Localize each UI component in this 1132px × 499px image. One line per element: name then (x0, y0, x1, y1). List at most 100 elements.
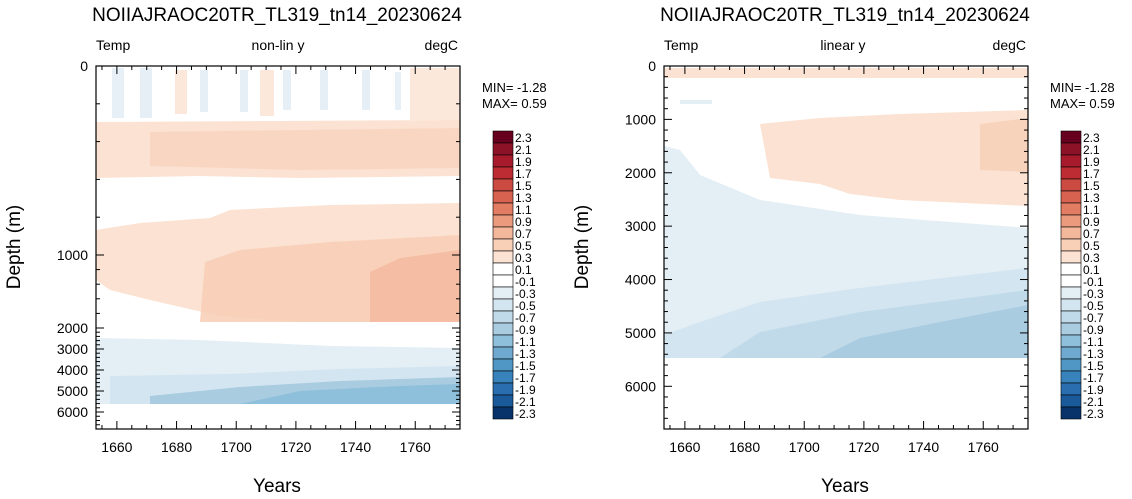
colorbar-label: -0.5 (515, 299, 536, 313)
colorbar-label: -1.7 (515, 371, 536, 385)
colorbar-swatch (492, 166, 514, 180)
colorbar-label: -1.1 (515, 335, 536, 349)
right-subtitle-units: degC (993, 37, 1026, 53)
colorbar-label: -1.1 (1083, 335, 1104, 349)
colorbar-label: -1.7 (1083, 371, 1104, 385)
y-tick-label: 1000 (57, 247, 88, 263)
colorbar-swatch (492, 190, 514, 204)
y-tick-label: 6000 (625, 378, 656, 394)
y-tick-label: 4000 (57, 362, 88, 378)
left-surface-stripes (112, 68, 401, 118)
right-y-axis: 0 1000 2000 3000 4000 5000 6000 (625, 58, 1028, 419)
colorbar-swatch (1060, 394, 1082, 408)
left-y-axis: 0 1000 2000 3000 4000 5000 6000 (57, 58, 460, 426)
colorbar-label: 0.3 (1083, 251, 1100, 265)
left-plot-frame (95, 65, 461, 430)
colorbar-swatch (492, 178, 514, 192)
right-ylabel: Depth (m) (572, 205, 593, 289)
left-warm-mid-core (370, 250, 460, 322)
colorbar-swatch (1060, 226, 1082, 240)
colorbar-label: -1.5 (1083, 359, 1104, 373)
colorbar-swatch (1060, 334, 1082, 348)
colorbar-label: -1.3 (1083, 347, 1104, 361)
right-xlabel: Years (821, 476, 869, 497)
colorbar-label: 1.9 (515, 155, 532, 169)
y-tick-label: 1000 (625, 111, 656, 127)
colorbar-swatch (492, 154, 514, 168)
colorbar-swatch (492, 226, 514, 240)
left-surface-warm-stripes (175, 68, 460, 120)
colorbar-swatch (1060, 382, 1082, 396)
left-warm-band-inner (150, 128, 460, 170)
colorbar-label: -0.1 (515, 275, 536, 289)
colorbar-swatch (1060, 202, 1082, 216)
right-title: NOIIAJRAOC20TR_TL319_tn14_20230624 (660, 5, 1030, 26)
colorbar-label: -0.3 (515, 287, 536, 301)
left-contour-field (96, 66, 460, 429)
colorbar-label: 0.1 (515, 263, 532, 277)
colorbar-swatch (492, 250, 514, 264)
colorbar-label: -1.5 (515, 359, 536, 373)
left-subtitle-scale: non-lin y (252, 37, 305, 53)
right-warm-surface (664, 68, 1028, 78)
colorbar-label: -1.9 (1083, 383, 1104, 397)
colorbar-swatch (492, 262, 514, 276)
left-panel: NOIIAJRAOC20TR_TL319_tn14_20230624 Temp … (4, 5, 547, 497)
right-warm-mid-inner (980, 118, 1028, 172)
colorbar-swatch (1060, 274, 1082, 288)
left-subtitle-units: degC (425, 37, 458, 53)
colorbar-label: 1.5 (515, 179, 532, 193)
right-x-axis: 1660 1680 1700 1720 1740 1760 (669, 66, 1029, 455)
left-subtitle-var: Temp (96, 37, 130, 53)
y-tick-label: 5000 (625, 325, 656, 341)
colorbar-swatch (492, 130, 514, 144)
colorbar-swatch (1060, 214, 1082, 228)
colorbar-swatch (492, 214, 514, 228)
colorbar-swatch (492, 370, 514, 384)
colorbar-label: 0.7 (1083, 227, 1100, 241)
colorbar-label: 2.3 (515, 131, 532, 145)
x-tick-label: 1760 (400, 439, 431, 455)
colorbar-label: -1.3 (515, 347, 536, 361)
colorbar-swatch (492, 346, 514, 360)
colorbar-label: 1.1 (1083, 203, 1100, 217)
colorbar-swatch (1060, 406, 1082, 420)
left-min-label: MIN= -1.28 (482, 80, 547, 95)
x-tick-label: 1760 (968, 439, 999, 455)
right-subtitle-scale: linear y (820, 37, 865, 53)
right-warm-mid (760, 110, 1028, 206)
colorbar-label: 0.3 (515, 251, 532, 265)
colorbar-swatch (492, 310, 514, 324)
colorbar-label: -0.9 (515, 323, 536, 337)
colorbar-label: 2.3 (1083, 131, 1100, 145)
colorbar-swatch (492, 406, 514, 420)
colorbar-swatch (492, 286, 514, 300)
colorbar-swatch (492, 202, 514, 216)
colorbar-label: 1.1 (515, 203, 532, 217)
y-tick-label: 2000 (57, 320, 88, 336)
y-tick-label: 0 (648, 58, 656, 74)
colorbar-swatch (492, 238, 514, 252)
right-cold-spot (680, 100, 712, 104)
colorbar-label: -1.9 (515, 383, 536, 397)
colorbar-label: 2.1 (515, 143, 532, 157)
right-contour-field (664, 66, 1028, 429)
colorbar-swatch (492, 334, 514, 348)
colorbar-swatch (492, 322, 514, 336)
colorbar-label: -2.3 (1083, 407, 1104, 421)
colorbar-label: 1.7 (515, 167, 532, 181)
colorbar-label: 2.1 (1083, 143, 1100, 157)
colorbar-swatch (1060, 262, 1082, 276)
colorbar-label: 1.3 (515, 191, 532, 205)
colorbar-swatch (1060, 298, 1082, 312)
colorbar-swatch (1060, 358, 1082, 372)
y-tick-label: 0 (80, 58, 88, 74)
right-cold-4 (820, 305, 1028, 358)
colorbar-label: -0.1 (1083, 275, 1104, 289)
x-tick-label: 1680 (729, 439, 760, 455)
colorbar-swatch (1060, 250, 1082, 264)
colorbar-label: 0.9 (515, 215, 532, 229)
colorbar-label: 0.1 (1083, 263, 1100, 277)
colorbar-label: 0.9 (1083, 215, 1100, 229)
y-tick-label: 2000 (625, 165, 656, 181)
